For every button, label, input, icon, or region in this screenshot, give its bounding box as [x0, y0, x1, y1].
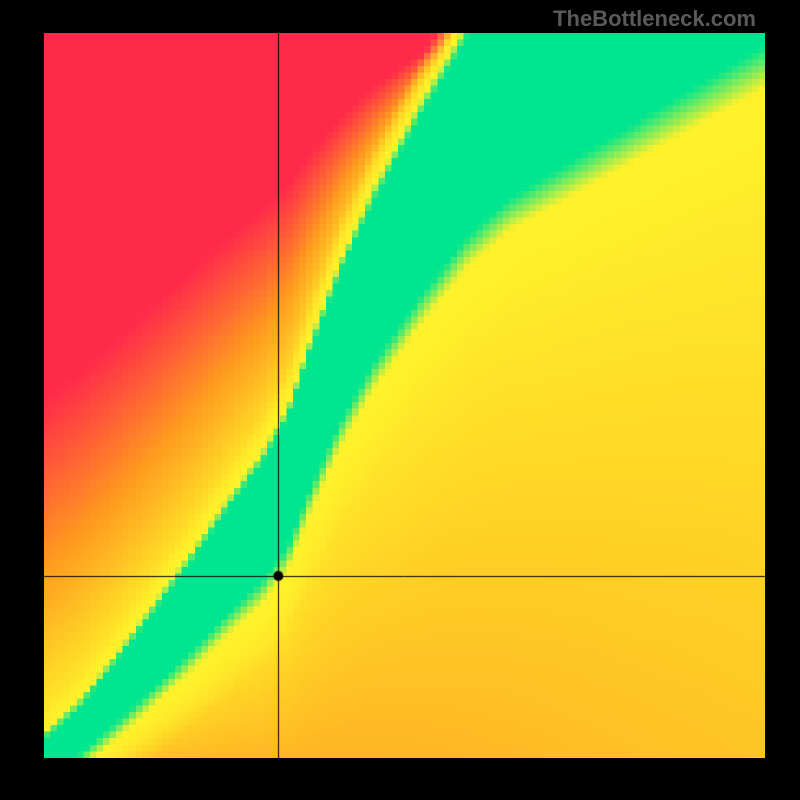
chart-container: TheBottleneck.com — [0, 0, 800, 800]
bottleneck-heatmap — [44, 33, 765, 758]
watermark-text: TheBottleneck.com — [553, 6, 756, 32]
